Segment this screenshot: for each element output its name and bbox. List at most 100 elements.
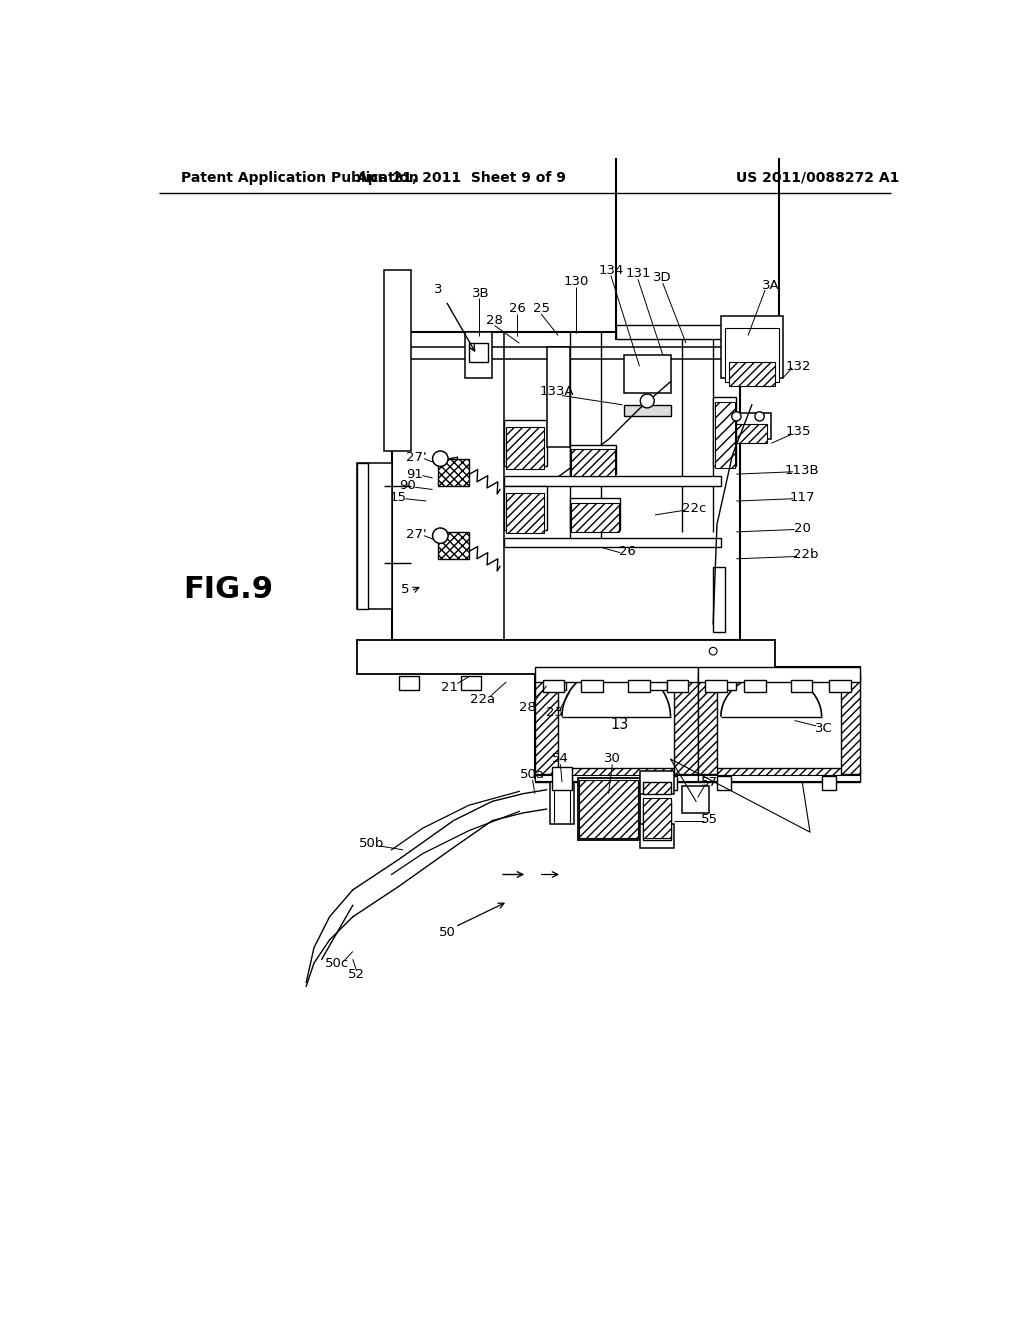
- Bar: [571, 450, 614, 475]
- Bar: [582, 681, 603, 692]
- Bar: [569, 445, 616, 474]
- Text: 3A: 3A: [763, 279, 780, 292]
- Bar: [552, 767, 572, 789]
- Bar: [640, 771, 675, 793]
- Bar: [616, 147, 779, 339]
- Circle shape: [710, 647, 717, 655]
- Bar: [571, 503, 618, 532]
- Bar: [697, 667, 860, 775]
- Bar: [391, 347, 740, 359]
- Bar: [356, 462, 391, 609]
- Bar: [697, 768, 860, 781]
- Text: 26: 26: [620, 545, 636, 557]
- Bar: [624, 405, 671, 416]
- Bar: [640, 825, 675, 847]
- Bar: [717, 676, 736, 689]
- Text: 133A: 133A: [540, 385, 573, 399]
- Text: 27': 27': [406, 528, 427, 541]
- Text: 30: 30: [604, 752, 621, 766]
- Bar: [356, 462, 369, 609]
- Text: 3: 3: [434, 282, 442, 296]
- Bar: [628, 681, 649, 692]
- Bar: [706, 681, 727, 692]
- Text: 28: 28: [519, 701, 536, 714]
- Bar: [643, 781, 671, 793]
- Bar: [821, 776, 836, 789]
- Text: 50b: 50b: [359, 837, 385, 850]
- Text: 91: 91: [407, 467, 423, 480]
- Circle shape: [732, 412, 741, 421]
- Bar: [504, 420, 547, 466]
- Bar: [461, 676, 480, 689]
- Bar: [535, 671, 697, 779]
- Bar: [675, 675, 697, 775]
- Text: 50a: 50a: [520, 768, 545, 781]
- Bar: [663, 776, 677, 789]
- Text: 3D: 3D: [653, 271, 672, 284]
- Text: 57: 57: [700, 776, 718, 788]
- Bar: [399, 676, 419, 689]
- Text: 13: 13: [611, 717, 630, 731]
- Bar: [469, 343, 488, 363]
- Bar: [543, 681, 564, 692]
- Text: 21: 21: [441, 681, 458, 694]
- Text: 22a: 22a: [470, 693, 496, 706]
- Bar: [438, 532, 469, 558]
- Bar: [391, 331, 740, 640]
- Bar: [713, 566, 725, 632]
- Bar: [384, 271, 411, 451]
- Bar: [729, 424, 767, 444]
- Text: 55: 55: [700, 813, 718, 825]
- Text: 22c: 22c: [682, 502, 706, 515]
- Circle shape: [640, 395, 654, 408]
- Text: 25: 25: [532, 302, 550, 315]
- Text: Patent Application Publication: Patent Application Publication: [180, 170, 419, 185]
- Text: 113B: 113B: [785, 463, 819, 477]
- Bar: [504, 477, 721, 486]
- Circle shape: [755, 412, 764, 421]
- Bar: [667, 681, 688, 692]
- Text: 117: 117: [790, 491, 815, 504]
- Bar: [616, 326, 779, 339]
- Bar: [535, 675, 558, 775]
- Bar: [624, 355, 671, 393]
- Text: 131: 131: [626, 268, 650, 280]
- Bar: [569, 498, 621, 531]
- Bar: [725, 327, 779, 381]
- Bar: [558, 776, 572, 789]
- Bar: [465, 331, 493, 378]
- Text: 132: 132: [785, 360, 811, 372]
- Bar: [535, 775, 697, 780]
- Bar: [729, 363, 775, 385]
- Text: 52: 52: [348, 968, 366, 981]
- Text: 28: 28: [486, 314, 503, 326]
- Bar: [682, 785, 710, 813]
- Bar: [535, 768, 697, 781]
- Text: 23: 23: [546, 706, 563, 719]
- Bar: [547, 676, 566, 689]
- Text: 3C: 3C: [815, 722, 833, 735]
- Bar: [506, 492, 544, 533]
- Text: 27': 27': [406, 450, 427, 463]
- Bar: [717, 776, 731, 789]
- Text: FIG.9: FIG.9: [183, 576, 273, 605]
- Circle shape: [432, 528, 449, 544]
- Bar: [713, 397, 736, 466]
- Text: Apr. 21, 2011  Sheet 9 of 9: Apr. 21, 2011 Sheet 9 of 9: [356, 170, 565, 185]
- Text: 26: 26: [509, 302, 525, 315]
- Text: 134: 134: [598, 264, 624, 277]
- Text: 135: 135: [785, 425, 811, 438]
- Bar: [725, 412, 771, 440]
- Bar: [504, 539, 721, 548]
- Bar: [697, 775, 860, 780]
- Text: 50: 50: [439, 925, 456, 939]
- Bar: [506, 428, 544, 469]
- Bar: [643, 801, 671, 840]
- Text: 3B: 3B: [472, 286, 489, 300]
- Text: US 2011/0088272 A1: US 2011/0088272 A1: [736, 170, 899, 185]
- Bar: [356, 640, 775, 675]
- Circle shape: [432, 451, 449, 466]
- Text: 130: 130: [563, 275, 589, 288]
- Bar: [721, 317, 783, 378]
- Bar: [715, 403, 735, 469]
